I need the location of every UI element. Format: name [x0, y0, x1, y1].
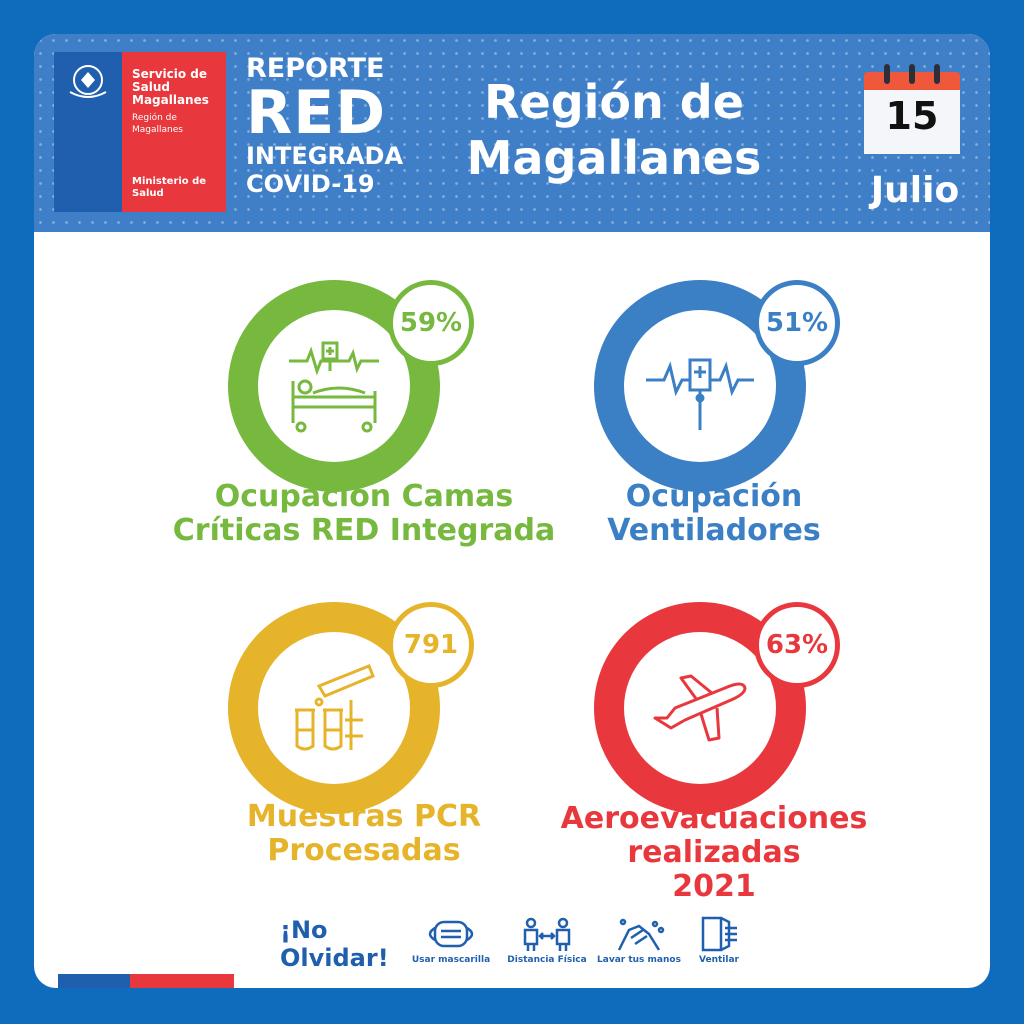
coat-of-arms-icon: [69, 65, 107, 98]
reminder-label: Usar mascarilla: [411, 955, 491, 965]
stat-label-line2: Críticas RED Integrada: [172, 513, 556, 548]
calendar-ring: [909, 64, 915, 84]
flag-stripe-blue: [58, 974, 130, 988]
stat-label-line1: Muestras PCR: [246, 799, 482, 834]
reminder-label: Distancia Física: [507, 955, 587, 965]
stat-value-badge: 51%: [754, 280, 840, 366]
report-title: REPORTE RED INTEGRADA COVID-19: [246, 53, 404, 199]
region-title-line2: Magallanes: [466, 131, 762, 185]
test-tubes-icon: [295, 664, 375, 751]
infographic-card: Servicio de Salud Magallanes Región de M…: [34, 34, 990, 988]
reminder-label: Ventilar: [699, 955, 739, 965]
hospital-bed-icon: [289, 341, 379, 433]
stat-label-line1: Ocupación: [625, 479, 803, 514]
region-title: Región de Magallanes: [434, 74, 794, 186]
reminder-title-line1: ¡No: [280, 916, 328, 944]
stat-label-line1: Ocupación Camas: [214, 479, 514, 514]
calendar-icon: 15: [864, 64, 960, 154]
report-title-line1: REPORTE: [246, 53, 385, 84]
reminder-distance: Distancia Física: [502, 916, 592, 965]
stat-label-line2: Ventiladores: [607, 513, 821, 548]
calendar-page: [864, 90, 960, 154]
reminder-handwash: Lavar tus manos: [594, 916, 684, 965]
stat-tile-pcr: 791: [224, 574, 484, 854]
stat-label-air-evacuations: Aeroevacuaciones realizadas 2021: [514, 802, 914, 904]
stat-label-ventilators: Ocupación Ventiladores: [514, 480, 914, 548]
org-region: Región de Magallanes: [132, 113, 183, 135]
report-title-line4: COVID-19: [246, 170, 375, 198]
org-name: Servicio de Salud Magallanes: [132, 67, 209, 107]
ventilator-icon: [646, 358, 754, 430]
stat-value-badge: 63%: [754, 602, 840, 688]
distance-icon: [523, 917, 571, 951]
stat-label-line3: 2021: [672, 869, 756, 904]
stat-label-critical-beds: Ocupación Camas Críticas RED Integrada: [134, 480, 594, 548]
date-day: 15: [885, 94, 939, 138]
reminder-ventilate: Ventilar: [684, 916, 754, 965]
reminder-mask: Usar mascarilla: [406, 916, 496, 965]
report-title-line3: INTEGRADA: [246, 142, 404, 170]
header-banner: Servicio de Salud Magallanes Región de M…: [34, 34, 990, 232]
stat-tile-ventilators: 51%: [590, 252, 850, 572]
calendar-ring: [934, 64, 940, 84]
mask-icon: [428, 920, 474, 948]
reminder-title: ¡No Olvidar!: [280, 916, 389, 972]
stat-value-badge: 59%: [388, 280, 474, 366]
report-title-line2: RED: [246, 78, 386, 148]
stat-label-pcr: Muestras PCR Procesadas: [164, 800, 564, 868]
stat-label-line2: Procesadas: [267, 833, 461, 868]
hand-wash-icon: [617, 918, 665, 951]
reminder-label: Lavar tus manos: [597, 955, 681, 965]
logo-red-panel: Servicio de Salud Magallanes Región de M…: [122, 52, 226, 212]
airplane-icon: [653, 674, 747, 742]
logo-blue-panel: [54, 52, 122, 212]
stat-value-badge: 791: [388, 602, 474, 688]
reminder-title-line2: Olvidar!: [280, 944, 389, 972]
region-title-line1: Región de: [484, 75, 744, 129]
stat-label-line2: realizadas: [627, 835, 801, 870]
stat-tile-critical-beds: 59%: [224, 252, 484, 572]
window-icon: [701, 916, 737, 952]
flag-stripe-red: [130, 974, 234, 988]
stat-label-line1: Aeroevacuaciones: [560, 801, 868, 836]
ministry-name: Ministerio de Salud: [132, 176, 207, 199]
stat-tile-air-evacuations: 63%: [590, 574, 850, 854]
calendar-ring: [884, 64, 890, 84]
government-logo: Servicio de Salud Magallanes Región de M…: [54, 52, 226, 212]
date-month: Julio: [870, 170, 960, 211]
